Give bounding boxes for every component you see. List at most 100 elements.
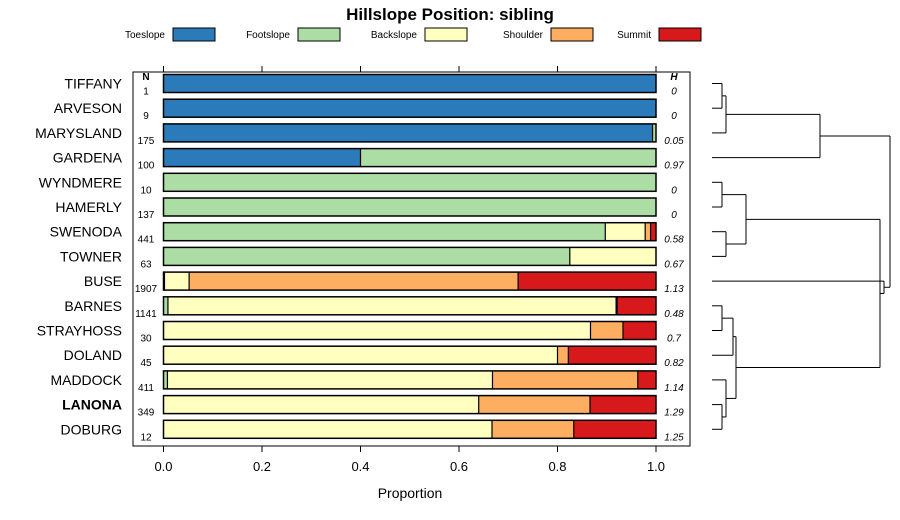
bar-segment-summit — [623, 321, 656, 340]
legend-label-footslope: Footslope — [246, 30, 290, 41]
legend-label-toeslope: Toeslope — [125, 30, 165, 41]
row-label: STRAYHOSS — [37, 323, 122, 339]
dendro-upper-joins — [712, 135, 891, 369]
n-value: 45 — [140, 358, 152, 369]
legend-swatch-shoulder — [550, 27, 594, 42]
bar-segment-footslope — [652, 123, 656, 142]
row-label: GARDENA — [53, 150, 123, 166]
bar-segment-toeslope — [163, 148, 361, 167]
bar-segment-toeslope — [163, 123, 653, 142]
h-value: 1.13 — [664, 284, 684, 295]
bar-segment-shoulder — [491, 420, 574, 439]
x-tick-label: 0.8 — [548, 459, 566, 474]
legend-swatch-backslope — [424, 27, 468, 42]
h-value: 0 — [671, 210, 677, 221]
row-label: DOLAND — [64, 347, 122, 363]
bar-segment-summit — [568, 346, 656, 365]
n-value: 441 — [138, 235, 155, 246]
legend-swatch-footslope — [297, 27, 341, 42]
bar-segment-backslope — [163, 321, 591, 340]
row-doland: DOLAND 45 0.82 — [64, 345, 684, 369]
bar-segment-summit — [650, 222, 656, 241]
h-value: 1.25 — [664, 432, 684, 443]
row-gardena: GARDENA 100 0.97 — [53, 147, 684, 172]
bar-outline — [162, 98, 657, 118]
h-value: 0.58 — [664, 235, 684, 246]
dendro-cluster-c — [712, 305, 737, 430]
row-tiffany: TIFFANY 1 0 — [64, 73, 677, 98]
n-value: 30 — [140, 334, 152, 345]
bar-segment-backslope — [167, 296, 617, 315]
bar-outline — [162, 197, 657, 217]
h-value: 0.7 — [667, 334, 681, 345]
bar-segment-shoulder — [189, 272, 519, 291]
bar-segment-footslope — [163, 173, 656, 192]
n-value: 63 — [140, 259, 152, 270]
bar-segment-summit — [617, 296, 656, 315]
row-label: MADDOCK — [50, 372, 122, 388]
h-value: 0.67 — [664, 259, 684, 270]
legend-label-summit: Summit — [617, 30, 651, 41]
bar-outline — [162, 370, 657, 390]
x-tick-label: 0.6 — [450, 459, 468, 474]
row-towner: TOWNER 63 0.67 — [60, 246, 684, 270]
x-tick-label: 0.2 — [253, 459, 271, 474]
x-axis-title: Proportion — [378, 485, 443, 501]
n-value: 411 — [138, 383, 154, 394]
bar-segment-footslope — [163, 370, 168, 389]
n-value: 1907 — [135, 284, 158, 295]
bar-segment-footslope — [163, 296, 168, 315]
bar-segment-toeslope — [163, 74, 656, 93]
dendro-cluster-b — [712, 181, 747, 257]
row-marysland: MARYSLAND 175 0.05 — [35, 123, 684, 147]
bar-segment-backslope — [163, 346, 558, 365]
bar-outline — [162, 345, 657, 365]
row-arveson: ARVESON 9 0 — [54, 98, 677, 122]
bar-segment-backslope — [569, 247, 656, 266]
row-maddock: MADDOCK 411 1.14 — [50, 370, 684, 394]
x-tick-label: 1.0 — [647, 459, 665, 474]
bar-segment-summit — [573, 420, 656, 439]
bar-outline — [162, 394, 657, 415]
legend-swatch-toeslope — [172, 27, 216, 42]
dendrogram — [712, 83, 891, 430]
n-value: 9 — [143, 111, 149, 122]
n-column-header: N — [142, 72, 149, 83]
bar-segment-shoulder — [492, 370, 638, 389]
row-buse: BUSE 1907 1.13 — [84, 271, 684, 295]
row-strayhoss: STRAYHOSS 30 0.7 — [37, 320, 681, 345]
row-label: DOBURG — [61, 421, 122, 437]
legend: Toeslope Footslope Backslope Shoulder Summit — [125, 27, 702, 42]
bar-segment-summit — [590, 395, 656, 414]
bar-outline — [162, 320, 657, 341]
bar-outline — [162, 271, 657, 291]
bar-segment-footslope — [163, 222, 606, 241]
h-value: 1.29 — [664, 408, 684, 419]
bar-segment-footslope — [360, 148, 656, 167]
bar-segment-footslope — [163, 198, 656, 216]
bar-segment-shoulder — [645, 222, 651, 241]
row-wyndmere: WYNDMERE 10 0 — [39, 172, 677, 196]
bar-outline — [162, 246, 657, 267]
bar-segment-summit — [518, 272, 656, 291]
bar-segment-shoulder — [478, 395, 591, 414]
row-label: TIFFANY — [64, 76, 122, 92]
h-value: 1.14 — [664, 383, 684, 394]
n-value: 12 — [140, 432, 152, 443]
bar-segment-backslope — [163, 420, 492, 439]
chart-title: Hillslope Position: sibling — [346, 5, 554, 24]
legend-swatch-summit — [658, 27, 702, 42]
legend-label-backslope: Backslope — [371, 30, 418, 41]
bar-segment-backslope — [164, 272, 190, 291]
bar-segment-shoulder — [557, 346, 569, 365]
top-axis-ticks — [163, 66, 657, 72]
h-column-header: H — [670, 72, 678, 83]
row-label: SWENODA — [50, 224, 123, 240]
h-value: 0.48 — [664, 309, 684, 320]
row-label: MARYSLAND — [35, 125, 122, 141]
bar-outline — [162, 221, 657, 242]
legend-label-shoulder: Shoulder — [503, 30, 544, 41]
row-label: BUSE — [84, 273, 122, 289]
